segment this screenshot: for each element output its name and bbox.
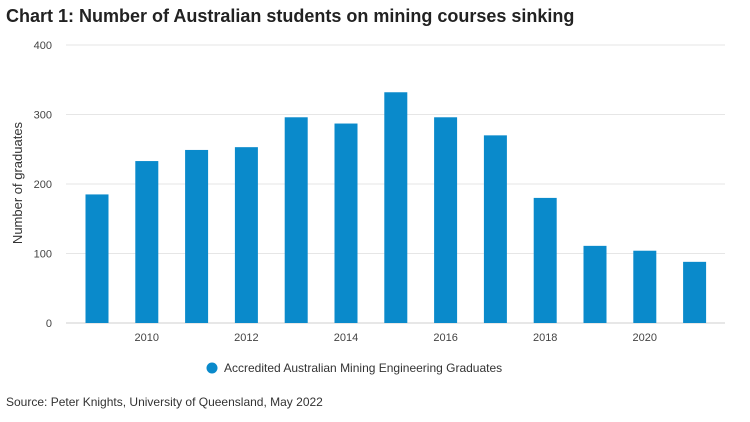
y-tick-label: 200 xyxy=(34,179,52,191)
bar[interactable] xyxy=(533,197,557,323)
bar[interactable] xyxy=(683,261,707,323)
bar[interactable] xyxy=(284,117,308,323)
y-axis-label: Number of graduates xyxy=(10,121,25,244)
y-tick-label: 0 xyxy=(46,318,52,330)
y-tick-label: 100 xyxy=(34,249,52,261)
bar[interactable] xyxy=(633,250,657,323)
x-tick-label: 2012 xyxy=(234,332,258,344)
bar[interactable] xyxy=(85,194,109,323)
legend[interactable]: Accredited Australian Mining Engineering… xyxy=(206,361,503,375)
x-axis-ticks: 2010 2012 2014 2016 2018 2020 xyxy=(135,332,657,344)
bars xyxy=(85,92,707,323)
bar[interactable] xyxy=(583,245,607,323)
legend-marker xyxy=(206,362,218,374)
bar[interactable] xyxy=(483,135,507,323)
bar[interactable] xyxy=(434,117,458,323)
source-note: Source: Peter Knights, University of Que… xyxy=(6,395,323,409)
x-tick-label: 2018 xyxy=(533,332,557,344)
bar[interactable] xyxy=(185,149,209,323)
x-tick-label: 2014 xyxy=(334,332,358,344)
x-tick-label: 2020 xyxy=(633,332,657,344)
y-tick-label: 300 xyxy=(34,110,52,122)
x-tick-label: 2016 xyxy=(433,332,457,344)
bar[interactable] xyxy=(334,123,358,323)
x-tick-label: 2010 xyxy=(135,332,159,344)
bar[interactable] xyxy=(384,92,408,323)
bar[interactable] xyxy=(135,161,159,323)
legend-label: Accredited Australian Mining Engineering… xyxy=(224,361,502,375)
bar[interactable] xyxy=(234,147,258,323)
chart-title: Chart 1: Number of Australian students o… xyxy=(6,6,575,26)
y-axis-ticks: 0 100 200 300 400 xyxy=(34,40,52,330)
y-tick-label: 400 xyxy=(34,40,52,52)
